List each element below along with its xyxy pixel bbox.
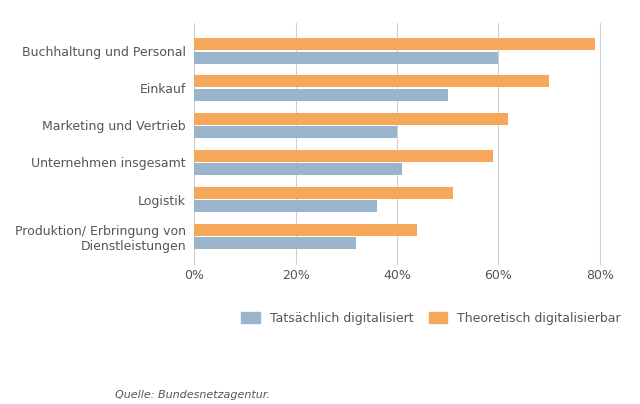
Bar — [195, 200, 377, 212]
Bar — [195, 89, 447, 101]
Bar — [195, 52, 499, 63]
Bar — [195, 224, 417, 236]
Bar — [195, 126, 397, 138]
Bar — [195, 150, 493, 162]
Legend: Tatsächlich digitalisiert, Theoretisch digitalisierbar: Tatsächlich digitalisiert, Theoretisch d… — [236, 307, 626, 330]
Bar — [195, 163, 402, 175]
Text: Quelle: Bundesnetzagentur.: Quelle: Bundesnetzagentur. — [115, 390, 270, 400]
Bar — [195, 38, 595, 50]
Bar — [195, 113, 508, 124]
Bar — [195, 187, 452, 199]
Bar — [195, 76, 549, 87]
Bar — [195, 238, 356, 249]
